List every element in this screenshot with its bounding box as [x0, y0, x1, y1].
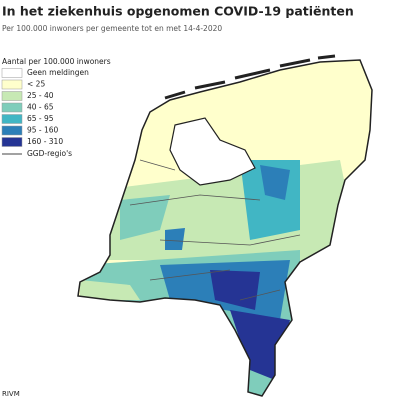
region-fill	[120, 195, 170, 240]
legend-swatch	[1, 137, 23, 147]
ggd-borders	[129, 159, 301, 301]
legend-title: Aantal per 100.000 inwoners	[2, 57, 111, 66]
legend: Geen meldingen < 25 25 - 40 40 - 65 65 - 95 9…	[1, 68, 89, 147]
legend-line-label: GGD-regio's	[27, 149, 72, 158]
region-fill	[80, 280, 140, 300]
source: RIVM	[2, 390, 20, 398]
legend-swatch	[1, 91, 23, 101]
lake	[169, 117, 256, 186]
legend-swatch	[1, 114, 23, 124]
legend-label: < 25	[27, 80, 45, 89]
map-title: In het ziekenhuis opgenomen COVID-19 pat…	[2, 4, 354, 19]
legend-label: 40 - 65	[27, 103, 54, 112]
legend-swatch	[1, 68, 23, 78]
islands	[164, 54, 336, 100]
legend-label: Geen meldingen	[27, 68, 89, 77]
region-fill	[260, 165, 290, 200]
region-fill	[165, 228, 185, 250]
legend-swatch	[1, 125, 23, 136]
region-fill	[230, 310, 290, 380]
region-fill	[210, 270, 260, 310]
legend-swatch	[1, 102, 23, 113]
legend-swatch	[1, 79, 23, 90]
legend-label: 65 - 95	[27, 114, 54, 123]
legend-label: 95 - 160	[27, 126, 59, 135]
legend-label: 160 - 310	[27, 137, 63, 146]
map-subtitle: Per 100.000 inwoners per gemeente tot en…	[2, 24, 222, 33]
legend-label: 25 - 40	[27, 91, 54, 100]
map	[78, 60, 372, 396]
